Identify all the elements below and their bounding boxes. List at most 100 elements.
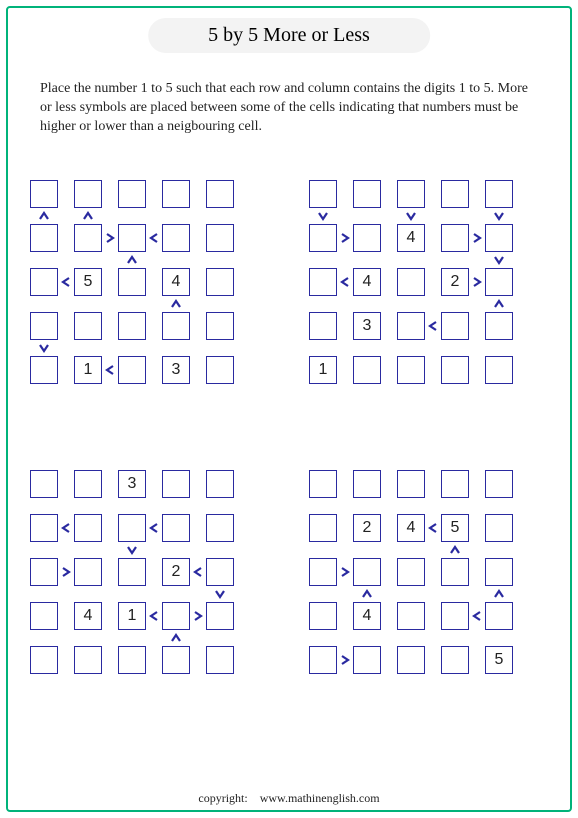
grid-cell[interactable] (30, 312, 58, 340)
grid-cell[interactable] (441, 180, 469, 208)
grid-cell[interactable] (162, 602, 190, 630)
grid-cell[interactable] (485, 602, 513, 630)
grid-cell[interactable]: 2 (162, 558, 190, 586)
grid-cell[interactable] (441, 224, 469, 252)
grid-cell[interactable] (118, 558, 146, 586)
grid-cell[interactable] (206, 558, 234, 586)
grid-cell[interactable] (485, 558, 513, 586)
grid-cell[interactable] (162, 470, 190, 498)
grid-cell[interactable]: 3 (162, 356, 190, 384)
grid-cell[interactable] (30, 558, 58, 586)
grid-cell[interactable] (309, 180, 337, 208)
grid-cell[interactable] (441, 558, 469, 586)
grid-cell[interactable] (206, 224, 234, 252)
grid-cell[interactable] (118, 268, 146, 296)
grid-cell[interactable] (441, 470, 469, 498)
grid-cell[interactable]: 3 (118, 470, 146, 498)
grid-cell[interactable] (309, 470, 337, 498)
grid-cell[interactable] (309, 312, 337, 340)
grid-cell[interactable] (162, 224, 190, 252)
grid-cell[interactable] (397, 356, 425, 384)
grid-cell[interactable] (118, 180, 146, 208)
grid-cell[interactable] (206, 514, 234, 542)
grid-cell[interactable] (206, 470, 234, 498)
grid-cell[interactable] (397, 180, 425, 208)
grid-cell[interactable]: 1 (74, 356, 102, 384)
grid-cell[interactable]: 4 (397, 224, 425, 252)
grid-cell[interactable] (206, 180, 234, 208)
grid-cell[interactable] (30, 514, 58, 542)
grid-cell[interactable] (74, 224, 102, 252)
grid-cell[interactable] (74, 514, 102, 542)
grid-cell[interactable] (206, 356, 234, 384)
grid-cell[interactable] (118, 224, 146, 252)
grid-cell[interactable] (206, 312, 234, 340)
grid-cell[interactable] (485, 470, 513, 498)
grid-cell[interactable] (309, 268, 337, 296)
grid-cell[interactable] (118, 646, 146, 674)
grid-cell[interactable]: 3 (353, 312, 381, 340)
grid-cell[interactable] (441, 646, 469, 674)
grid-cell[interactable] (485, 224, 513, 252)
grid-cell[interactable] (353, 558, 381, 586)
grid-cell[interactable] (74, 180, 102, 208)
grid-cell[interactable] (485, 268, 513, 296)
grid-cell[interactable] (206, 646, 234, 674)
grid-cell[interactable]: 4 (397, 514, 425, 542)
grid-cell[interactable] (353, 470, 381, 498)
grid-cell[interactable] (397, 558, 425, 586)
grid-cell[interactable] (30, 356, 58, 384)
grid-cell[interactable] (162, 646, 190, 674)
grid-cell[interactable] (30, 268, 58, 296)
grid-cell[interactable] (397, 646, 425, 674)
grid-cell[interactable] (309, 224, 337, 252)
grid-cell[interactable] (30, 602, 58, 630)
grid-cell[interactable] (441, 312, 469, 340)
grid-cell[interactable] (397, 312, 425, 340)
grid-cell[interactable] (74, 558, 102, 586)
grid-cell[interactable] (397, 602, 425, 630)
grid-cell[interactable] (397, 470, 425, 498)
grid-cell[interactable] (206, 268, 234, 296)
grid-cell[interactable] (485, 312, 513, 340)
grid-cell[interactable]: 4 (353, 602, 381, 630)
grid-cell[interactable] (309, 558, 337, 586)
grid-cell[interactable] (441, 602, 469, 630)
grid-cell[interactable]: 2 (441, 268, 469, 296)
grid-cell[interactable] (162, 312, 190, 340)
grid-cell[interactable]: 1 (118, 602, 146, 630)
grid-cell[interactable] (441, 356, 469, 384)
grid-cell[interactable] (74, 470, 102, 498)
grid-cell[interactable] (30, 470, 58, 498)
grid-cell[interactable] (162, 180, 190, 208)
grid-cell[interactable]: 5 (74, 268, 102, 296)
grid-cell[interactable]: 5 (485, 646, 513, 674)
grid-cell[interactable] (397, 268, 425, 296)
grid-cell[interactable] (309, 602, 337, 630)
grid-cell[interactable] (485, 180, 513, 208)
grid-cell[interactable] (353, 180, 381, 208)
grid-cell[interactable] (30, 180, 58, 208)
grid-cell[interactable] (30, 646, 58, 674)
grid-cell[interactable]: 4 (74, 602, 102, 630)
grid-cell[interactable]: 4 (353, 268, 381, 296)
grid-cell[interactable] (118, 312, 146, 340)
grid-cell[interactable] (485, 356, 513, 384)
grid-cell[interactable] (353, 646, 381, 674)
grid-cell[interactable] (309, 514, 337, 542)
grid-cell[interactable] (30, 224, 58, 252)
grid-cell[interactable] (74, 646, 102, 674)
grid-cell[interactable] (485, 514, 513, 542)
grid-cell[interactable] (118, 514, 146, 542)
grid-cell[interactable] (206, 602, 234, 630)
grid-cell[interactable]: 1 (309, 356, 337, 384)
grid-cell[interactable] (74, 312, 102, 340)
grid-cell[interactable]: 4 (162, 268, 190, 296)
grid-cell[interactable] (309, 646, 337, 674)
grid-cell[interactable] (353, 356, 381, 384)
grid-cell[interactable] (353, 224, 381, 252)
grid-cell[interactable] (162, 514, 190, 542)
grid-cell[interactable]: 2 (353, 514, 381, 542)
grid-cell[interactable]: 5 (441, 514, 469, 542)
grid-cell[interactable] (118, 356, 146, 384)
